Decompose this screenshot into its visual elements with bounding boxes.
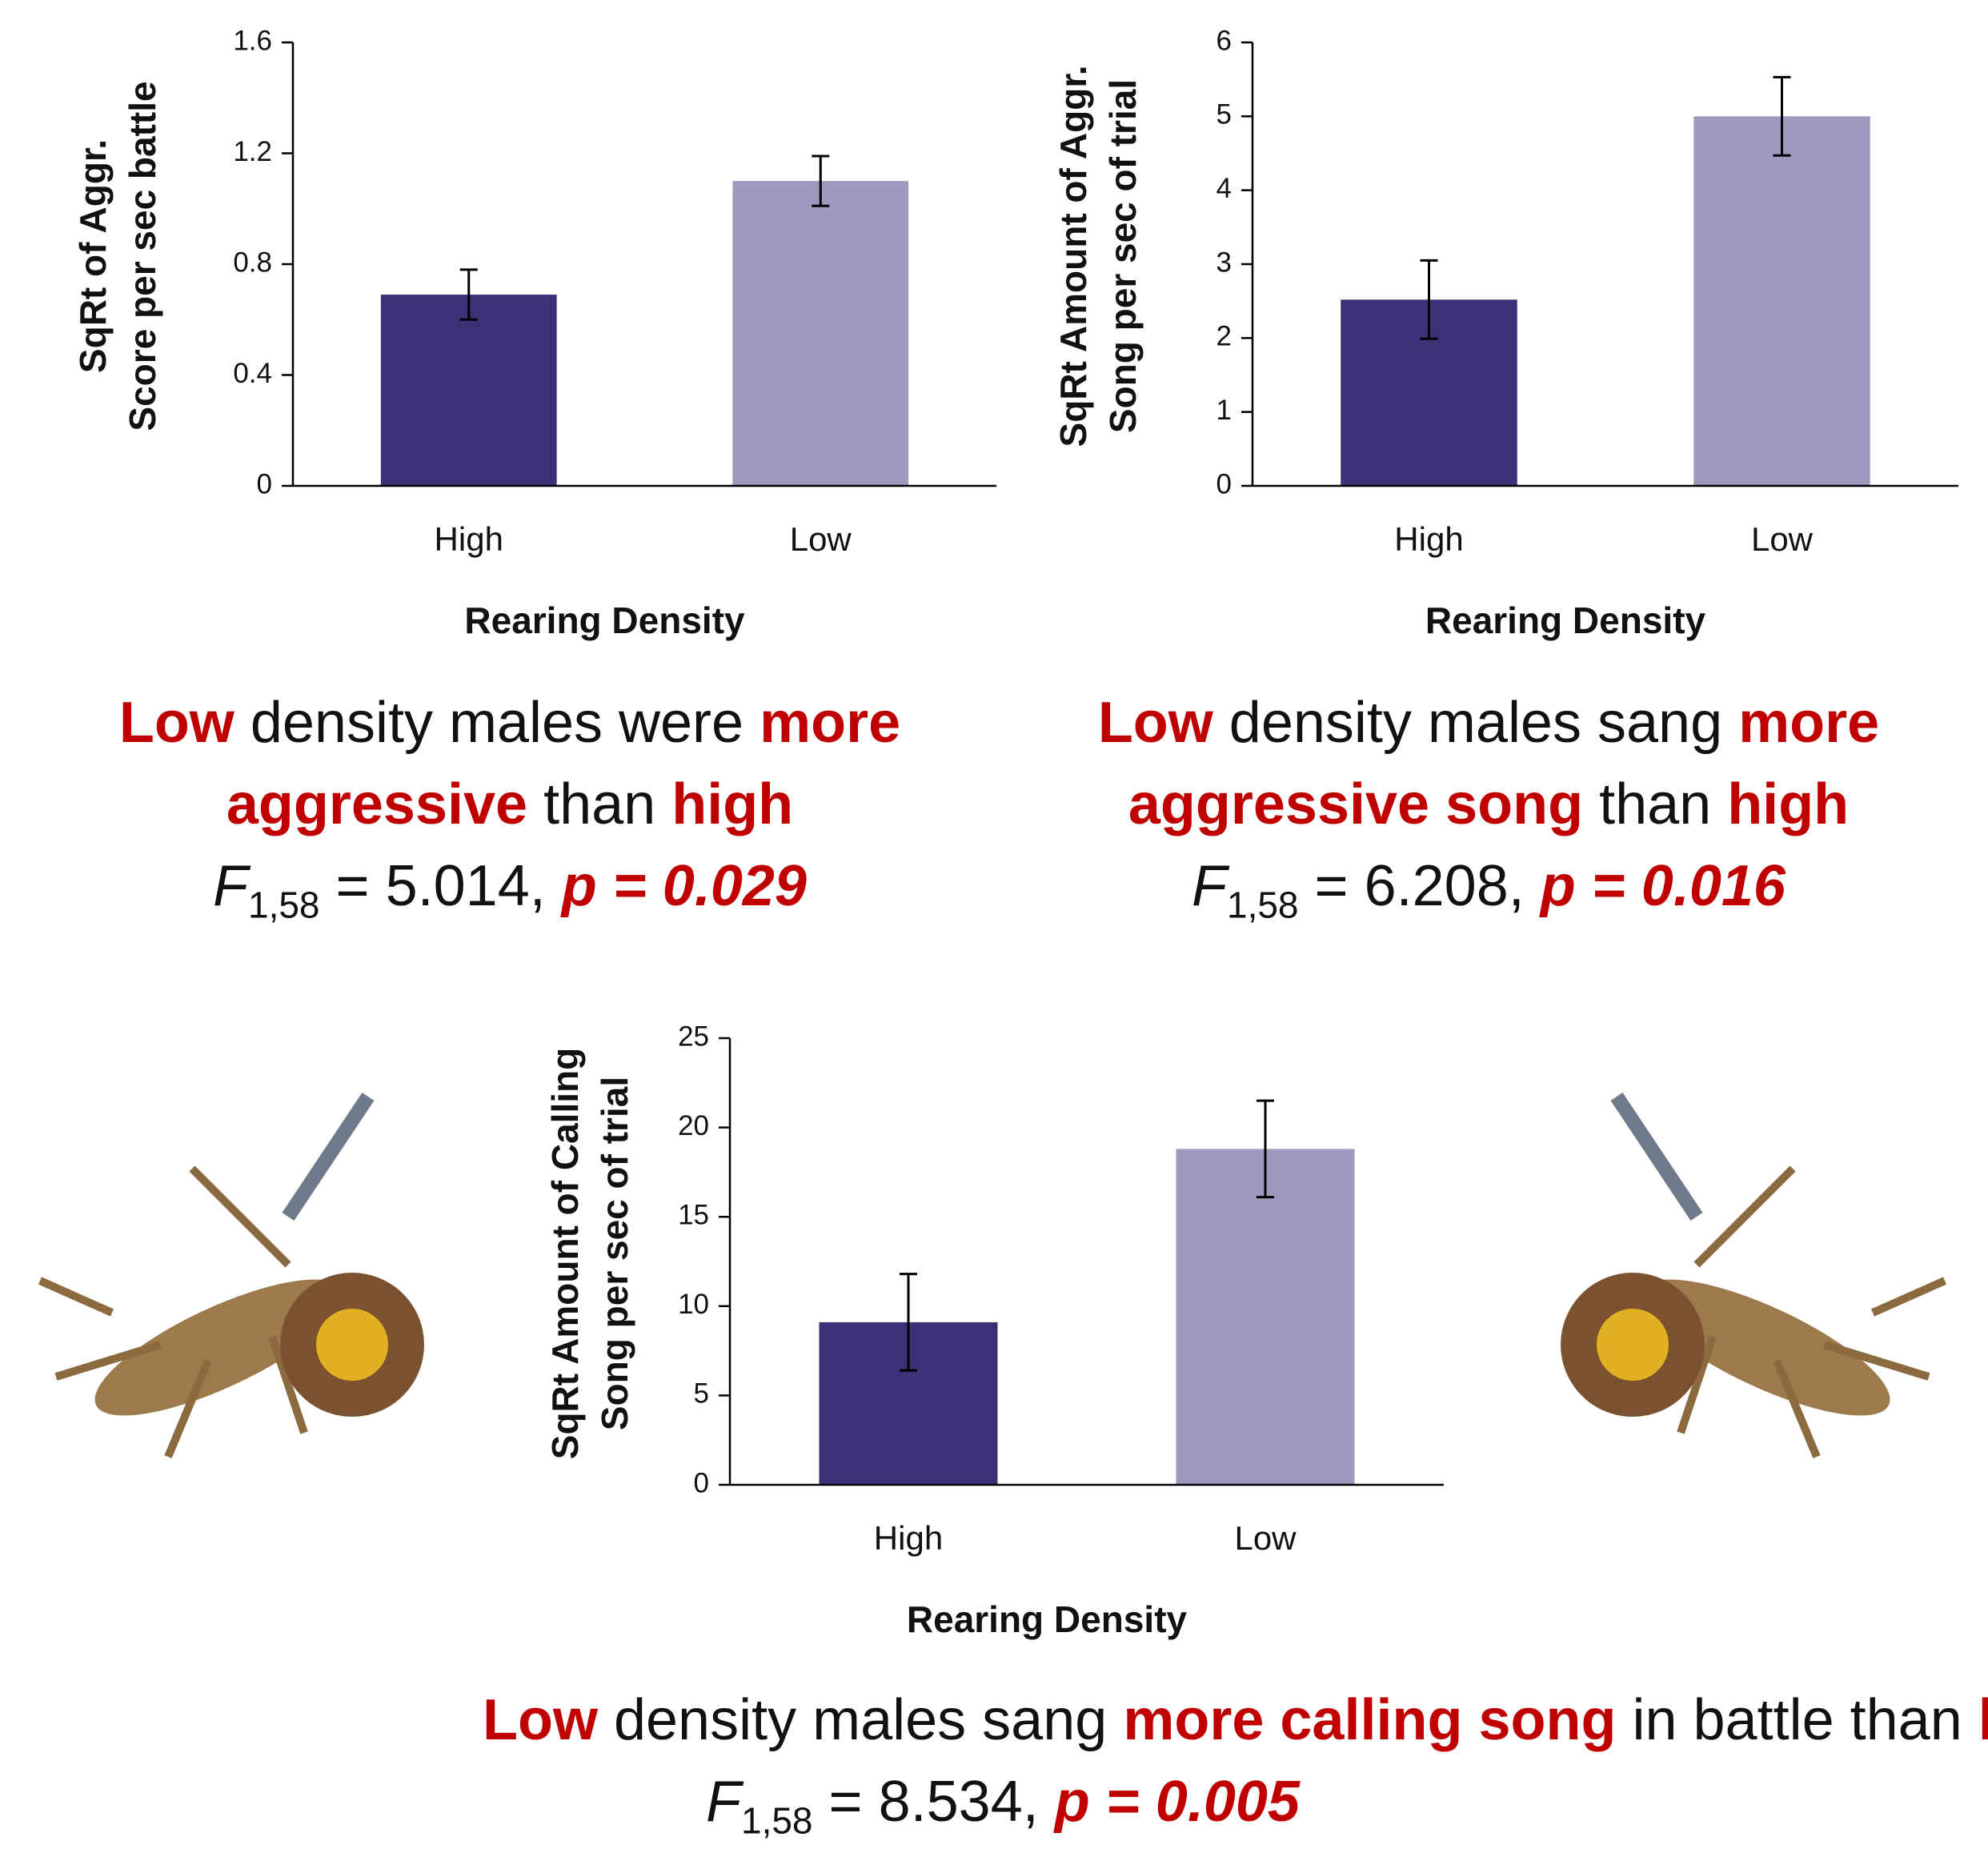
shield-boss [1597, 1309, 1669, 1381]
stat-value: = 5.014, [320, 854, 562, 918]
x-tick-label: High [435, 520, 503, 558]
y-tick-label: 5 [694, 1378, 709, 1410]
y-tick-label: 0.8 [233, 247, 272, 278]
y-tick-label: 6 [1216, 25, 1232, 56]
stat-symbol: F [1192, 854, 1227, 918]
caption-text: than [527, 772, 671, 836]
y-tick-label: 2 [1216, 321, 1232, 352]
caption-emphasis: Low [483, 1688, 598, 1752]
stat-line: F1,58 = 5.014, p = 0.029 [0, 845, 1030, 945]
y-tick-label: 4 [1216, 173, 1232, 204]
caption-emphasis: high [671, 772, 793, 836]
y-axis-title: Song per sec of trial [594, 1077, 635, 1430]
y-tick-label: 15 [678, 1199, 709, 1230]
caption-line: Low density males sang more [968, 682, 1988, 764]
y-tick-label: 1 [1216, 395, 1232, 426]
stat-symbol: F [213, 854, 248, 918]
caption-emphasis: more [1738, 691, 1879, 755]
x-axis-title: Rearing Density [1425, 600, 1706, 641]
stat-line: F1,58 = 8.534, p = 0.005 [483, 1761, 1523, 1861]
y-tick-label: 3 [1216, 247, 1232, 278]
caption-emphasis: more [760, 691, 900, 755]
x-tick-label: Low [790, 520, 852, 558]
caption-text: density males were [234, 691, 760, 755]
y-axis-title: SqRt of Aggr. [72, 139, 114, 373]
y-tick-label: 0 [694, 1467, 709, 1498]
shield-boss [316, 1309, 388, 1381]
caption-emphasis: aggressive [226, 772, 527, 836]
caption-text: than [1583, 772, 1727, 836]
caption-emphasis: Low [119, 691, 234, 755]
stat-symbol: F [706, 1770, 741, 1834]
x-axis-title: Rearing Density [464, 600, 745, 641]
x-tick-label: Low [1751, 520, 1814, 558]
y-tick-label: 25 [678, 1021, 709, 1052]
y-tick-label: 5 [1216, 99, 1232, 130]
caption-line: aggressive than high [0, 764, 1030, 845]
sword [288, 1097, 368, 1217]
caption-emphasis: Low [1098, 691, 1213, 755]
cricket-left [40, 1097, 424, 1457]
y-axis-title: Song per sec of trial [1102, 79, 1144, 433]
p-value: p = 0.029 [562, 854, 807, 918]
y-axis-title: SqRt Amount of Calling [544, 1048, 586, 1459]
y-tick-label: 1.6 [233, 25, 272, 56]
caption-text: density males sang [598, 1688, 1123, 1752]
stat-value: = 8.534, [813, 1770, 1055, 1834]
y-tick-label: 10 [678, 1289, 709, 1320]
y-axis-title: Score per sec battle [122, 81, 163, 431]
caption-text: density males sang [1213, 691, 1738, 755]
caption-line: aggressive song than high [968, 764, 1988, 845]
sword [1617, 1097, 1697, 1217]
stat-df: 1,58 [741, 1799, 813, 1841]
x-tick-label: Low [1234, 1519, 1297, 1557]
y-tick-label: 0 [257, 468, 272, 499]
x-tick-label: High [874, 1519, 943, 1557]
p-value: p = 0.016 [1541, 854, 1786, 918]
caption: Low density males sang more calling song… [483, 1679, 1523, 1861]
caption-emphasis: high [1978, 1688, 1988, 1752]
y-axis-title: SqRt Amount of Aggr. [1052, 66, 1094, 447]
y-tick-label: 0.4 [233, 358, 272, 389]
bar [1176, 1149, 1355, 1485]
stat-df: 1,58 [1227, 884, 1299, 925]
bar [381, 295, 557, 486]
y-tick-label: 1.2 [233, 136, 272, 167]
stat-value: = 6.208, [1299, 854, 1541, 918]
p-value: p = 0.005 [1055, 1770, 1300, 1834]
caption-emphasis: high [1727, 772, 1849, 836]
bar [1693, 116, 1870, 486]
cricket-right [1561, 1097, 1945, 1457]
caption-emphasis: aggressive song [1128, 772, 1583, 836]
x-tick-label: High [1394, 520, 1463, 558]
stat-line: F1,58 = 6.208, p = 0.016 [968, 845, 1988, 945]
caption-emphasis: more calling song [1123, 1688, 1616, 1752]
caption-line: Low density males sang more calling song… [483, 1679, 1523, 1761]
y-tick-label: 0 [1216, 468, 1232, 499]
caption-line: Low density males were more [0, 682, 1030, 764]
stat-df: 1,58 [248, 884, 320, 925]
bar [732, 181, 908, 486]
page: {"chart_data": [ {"type": "bar", "catego… [0, 0, 1988, 1838]
caption-text: in battle than [1616, 1688, 1978, 1752]
x-axis-title: Rearing Density [907, 1598, 1188, 1640]
y-tick-label: 20 [678, 1110, 709, 1141]
